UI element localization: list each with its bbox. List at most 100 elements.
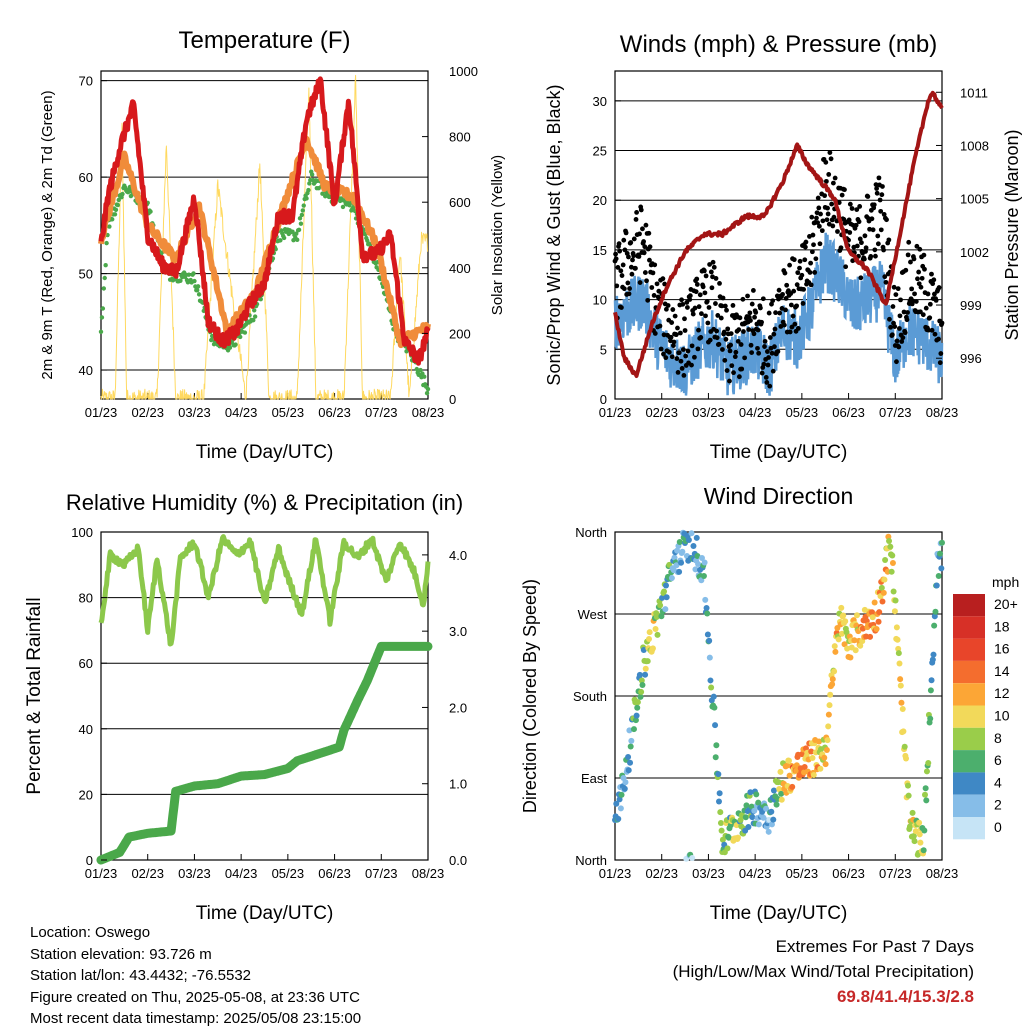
- gust-point: [670, 343, 676, 348]
- gust-point: [891, 284, 897, 290]
- gust-point: [888, 324, 894, 330]
- wind-speed-line: [613, 232, 944, 396]
- gust-point: [680, 301, 686, 307]
- direction-point: [900, 728, 907, 735]
- gust-point: [937, 360, 943, 366]
- x-tick-label: 01/23: [599, 405, 632, 420]
- gust-point: [620, 262, 626, 268]
- station-elevation: Station elevation: 93.726 m: [30, 945, 212, 963]
- gust-point: [652, 331, 658, 336]
- direction-point: [671, 554, 678, 561]
- gust-point: [646, 230, 652, 236]
- gust-series: [612, 150, 945, 389]
- direction-point: [871, 599, 878, 606]
- direction-point: [897, 676, 904, 683]
- gust-point: [843, 264, 849, 270]
- direction-point: [935, 572, 942, 579]
- gust-point: [689, 343, 695, 349]
- direction-point: [747, 789, 754, 796]
- gust-point: [827, 150, 833, 156]
- gust-point: [673, 332, 679, 338]
- direction-point: [786, 772, 793, 779]
- dewpoint-point: [281, 235, 287, 241]
- gust-point: [795, 326, 801, 331]
- gust-point: [760, 296, 766, 302]
- gust-point: [700, 284, 706, 290]
- gust-point: [685, 348, 691, 354]
- direction-point: [707, 677, 714, 684]
- gust-point: [755, 327, 761, 333]
- x-tick-label: 03/23: [178, 866, 211, 881]
- direction-point: [853, 612, 860, 619]
- station-latlon: Station lat/lon: 43.4432; -76.5532: [30, 967, 252, 984]
- dewpoint-point: [101, 286, 107, 291]
- direction-point: [710, 693, 717, 700]
- gust-point: [933, 298, 939, 303]
- gust-point: [835, 229, 840, 234]
- gust-point: [870, 227, 876, 233]
- gust-point: [709, 285, 715, 291]
- gust-point: [823, 178, 829, 184]
- gust-point: [736, 374, 742, 380]
- gust-point: [764, 380, 770, 385]
- gust-point: [669, 320, 675, 325]
- gust-point: [674, 356, 680, 361]
- gust-point: [649, 285, 655, 290]
- gust-point: [748, 318, 753, 323]
- direction-point: [616, 796, 623, 803]
- y2-tick-label: 0.0: [449, 853, 467, 868]
- gust-point: [714, 335, 720, 341]
- colorbar-title: mph: [992, 574, 1019, 590]
- direction-point: [674, 547, 681, 554]
- gust-point: [732, 354, 738, 360]
- gust-point: [772, 326, 778, 332]
- direction-point: [784, 762, 791, 769]
- dewpoint-point: [290, 229, 295, 234]
- gust-point: [857, 236, 863, 242]
- gust-point: [730, 303, 736, 308]
- colorbar-label: 4: [994, 774, 1002, 790]
- direction-point: [698, 554, 705, 561]
- x-tick-label: 02/23: [131, 405, 164, 420]
- direction-point: [898, 699, 905, 706]
- gust-point: [727, 378, 732, 384]
- gust-point: [729, 363, 735, 369]
- y-tick-label: 20: [79, 787, 93, 802]
- gust-point: [921, 252, 927, 258]
- direction-point: [916, 819, 923, 826]
- x-tick-label: 06/23: [318, 866, 351, 881]
- y2-tick-label: 3.0: [449, 624, 467, 639]
- gust-point: [705, 320, 711, 326]
- gust-point: [823, 159, 829, 165]
- gust-point: [767, 383, 773, 389]
- gust-point: [875, 233, 881, 239]
- gust-point: [787, 329, 793, 335]
- gust-point: [816, 223, 822, 229]
- direction-point: [654, 631, 661, 638]
- direction-point: [636, 671, 643, 678]
- gust-point: [715, 313, 721, 318]
- direction-point: [835, 636, 842, 643]
- extremes-title: Extremes For Past 7 Days: [775, 937, 974, 956]
- dewpoint-point: [251, 318, 256, 323]
- gust-point: [911, 256, 917, 262]
- dewpoint-point: [297, 216, 303, 221]
- gust-point: [826, 172, 832, 177]
- direction-point: [838, 604, 845, 611]
- gust-point: [859, 240, 864, 246]
- gust-point: [925, 291, 931, 297]
- y-tick-label: 20: [593, 193, 607, 208]
- direction-point: [939, 539, 945, 546]
- gust-point: [812, 270, 818, 275]
- gust-point: [900, 335, 906, 341]
- direction-point: [678, 559, 685, 566]
- gust-point: [802, 244, 808, 250]
- direction-point: [743, 802, 750, 809]
- direction-point: [657, 602, 664, 609]
- gust-point: [687, 293, 693, 299]
- station-info: Location: Oswego Station elevation: 93.7…: [30, 922, 361, 1030]
- direction-point: [751, 807, 758, 814]
- plot-frame: [100, 531, 429, 861]
- gust-point: [802, 257, 808, 263]
- x-axis-label: Time (Day/UTC): [710, 903, 848, 924]
